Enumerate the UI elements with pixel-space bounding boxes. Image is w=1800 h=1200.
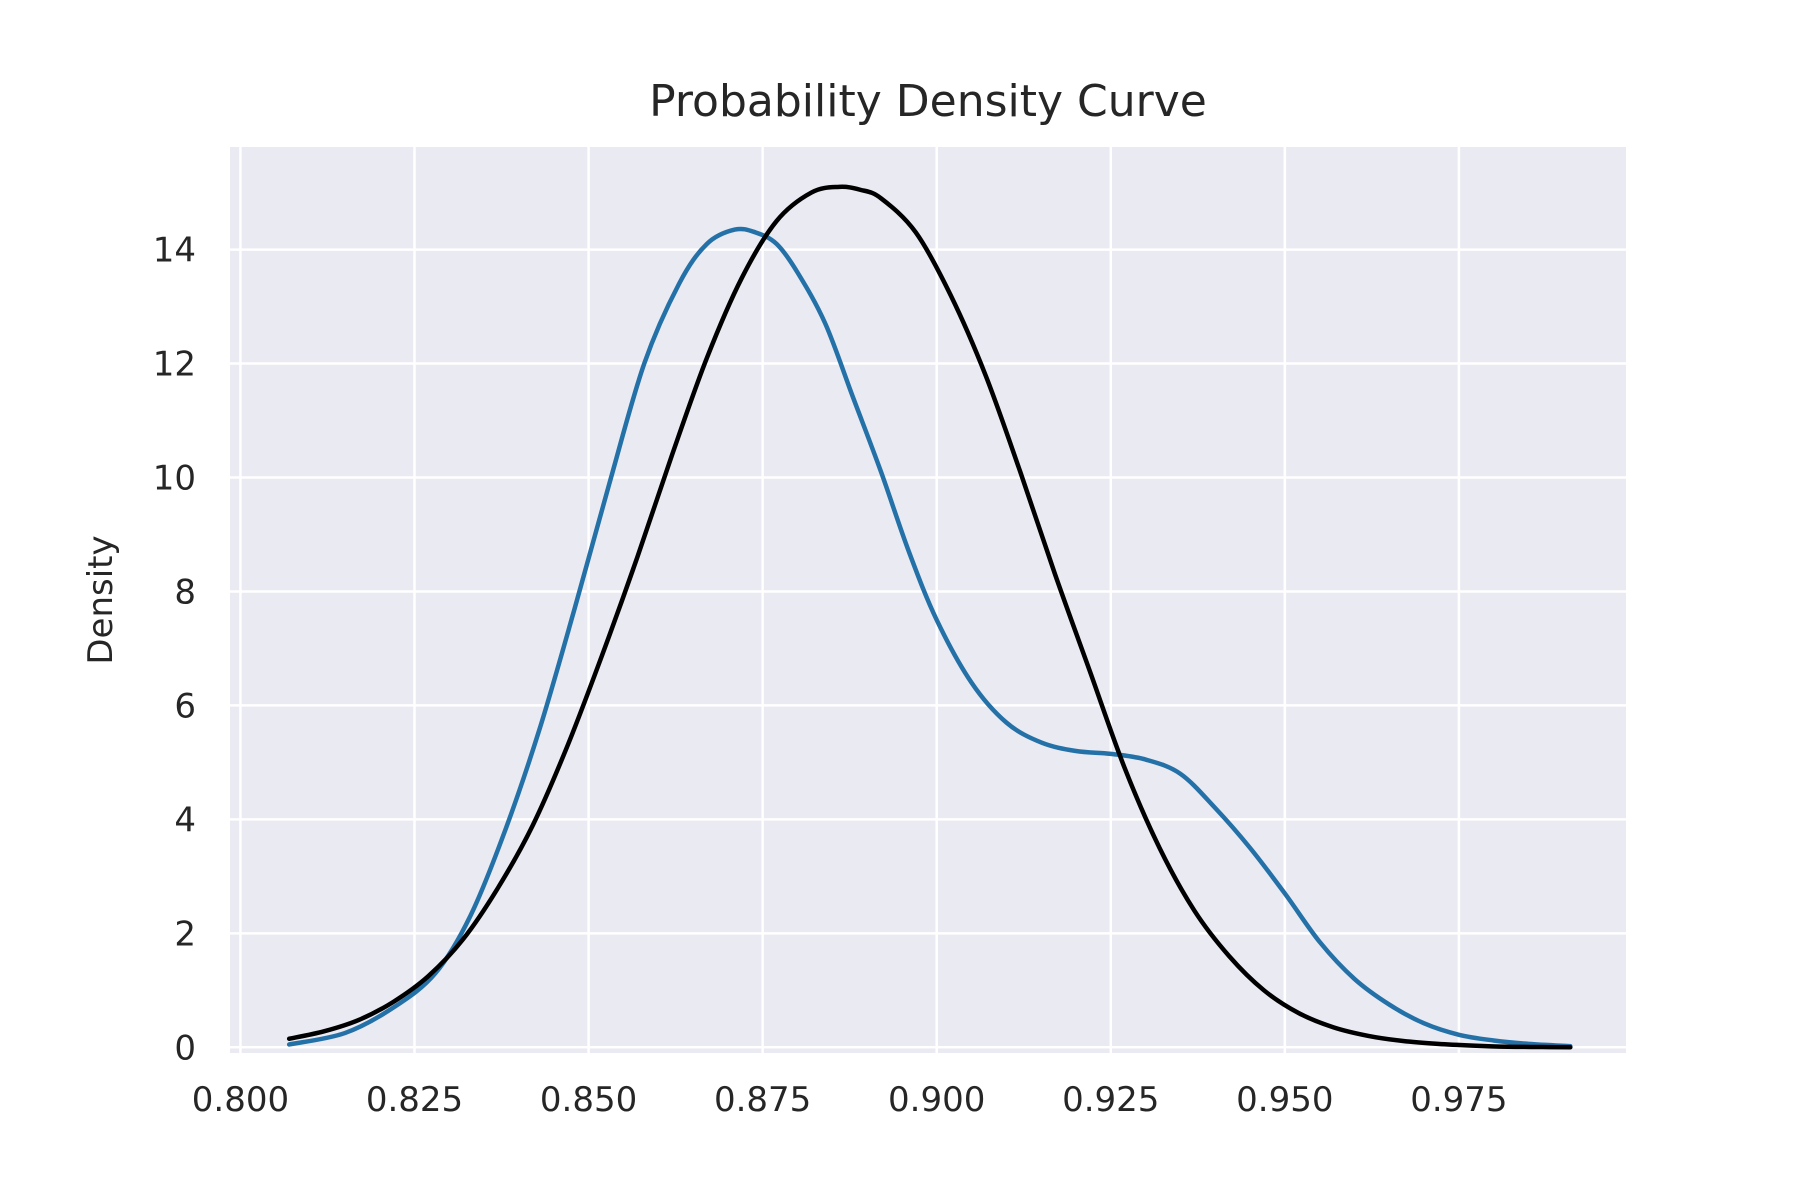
- series-lines: [286, 184, 1573, 1050]
- tick-labels: 0.800 0.825 0.850 0.875 0.900 0.925 0.950 0.975…: [153, 231, 1508, 1120]
- kde-curve: [286, 226, 1573, 1049]
- x-tick-label: 0.975: [1410, 1080, 1507, 1120]
- y-tick-label: 2: [174, 914, 196, 954]
- x-tick-label: 0.850: [540, 1080, 637, 1120]
- y-tick-label: 10: [153, 458, 196, 498]
- y-tick-label: 12: [153, 345, 196, 385]
- x-tick-label: 0.875: [714, 1080, 811, 1120]
- y-axis-label: Density: [81, 535, 121, 664]
- x-tick-label: 0.925: [1062, 1080, 1159, 1120]
- normal-fit-curve: [286, 184, 1573, 1050]
- x-tick-label: 0.825: [366, 1080, 463, 1120]
- x-tick-label: 0.950: [1236, 1080, 1333, 1120]
- x-tick-label: 0.900: [888, 1080, 985, 1120]
- grid-lines: [230, 147, 1626, 1053]
- y-tick-label: 6: [174, 686, 196, 726]
- y-tick-label: 14: [153, 231, 196, 271]
- y-tick-label: 4: [174, 800, 196, 840]
- y-tick-label: 0: [174, 1028, 196, 1068]
- chart-title: Probability Density Curve: [649, 76, 1207, 127]
- y-tick-label: 8: [174, 572, 196, 612]
- x-tick-label: 0.800: [192, 1080, 289, 1120]
